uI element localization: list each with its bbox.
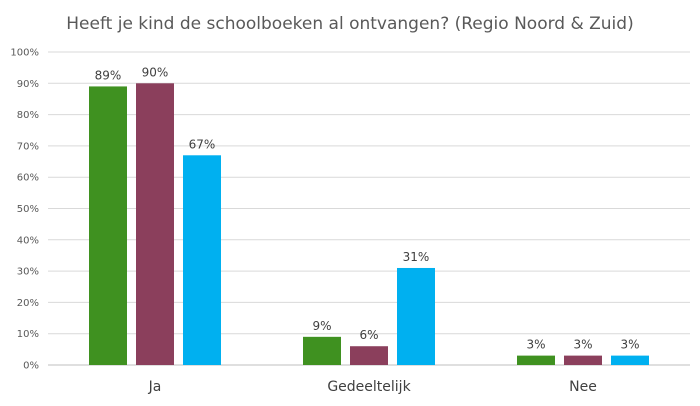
data-label: 90% — [142, 65, 169, 79]
y-tick-label: 40% — [17, 235, 39, 246]
bar — [183, 155, 221, 365]
y-tick-label: 80% — [17, 110, 39, 121]
chart-title: Heeft je kind de schoolboeken al ontvang… — [66, 14, 633, 34]
bar — [564, 355, 602, 365]
data-label: 9% — [312, 319, 331, 333]
bar — [611, 355, 649, 365]
data-label: 67% — [189, 137, 216, 151]
bar — [350, 346, 388, 365]
bar — [136, 83, 174, 366]
data-labels: 89% 90% 67% 9% 6% 31% 3% 3% 3% — [95, 65, 640, 351]
y-tick-label: 90% — [17, 79, 39, 90]
bar — [303, 336, 341, 365]
bar — [397, 267, 435, 365]
data-label: 3% — [573, 338, 592, 352]
data-label: 3% — [620, 338, 639, 352]
y-tick-label: 50% — [17, 204, 39, 215]
y-tick-label: 10% — [17, 329, 39, 340]
bars — [89, 83, 649, 366]
y-tick-label: 20% — [17, 298, 39, 309]
y-tick-label: 30% — [17, 267, 39, 278]
y-axis-ticks: 0% 10% 20% 30% 40% 50% 60% 70% 80% 90% 100% — [10, 48, 39, 372]
bar — [517, 355, 555, 365]
y-tick-label: 60% — [17, 173, 39, 184]
x-axis-ticks: Ja Gedeeltelijk Nee — [148, 379, 597, 395]
y-tick-label: 0% — [23, 361, 39, 372]
y-tick-label: 70% — [17, 141, 39, 152]
data-label: 89% — [95, 68, 122, 82]
data-label: 6% — [359, 328, 378, 342]
x-tick-label: Gedeeltelijk — [327, 379, 411, 395]
bar — [89, 86, 127, 366]
y-tick-label: 100% — [10, 48, 39, 59]
x-tick-label: Nee — [569, 379, 597, 395]
data-label: 31% — [403, 250, 430, 264]
data-label: 3% — [526, 338, 545, 352]
x-tick-label: Ja — [148, 379, 162, 395]
